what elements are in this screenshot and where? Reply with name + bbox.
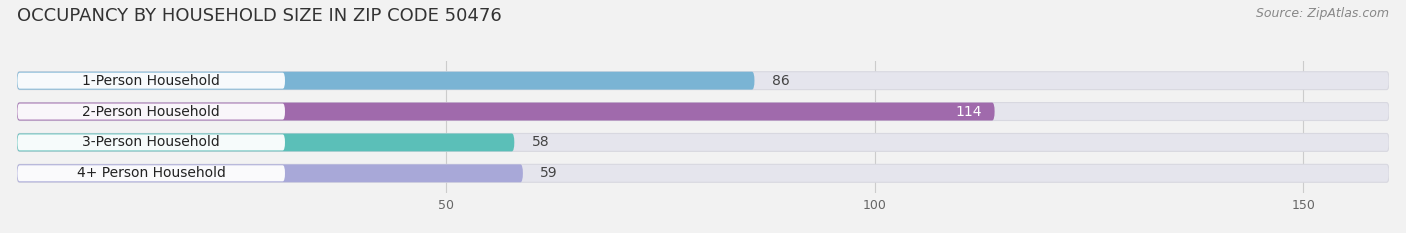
FancyBboxPatch shape (17, 164, 523, 182)
FancyBboxPatch shape (17, 72, 755, 90)
FancyBboxPatch shape (17, 164, 1389, 182)
FancyBboxPatch shape (17, 103, 285, 120)
Text: Source: ZipAtlas.com: Source: ZipAtlas.com (1256, 7, 1389, 20)
Text: 1-Person Household: 1-Person Household (82, 74, 221, 88)
FancyBboxPatch shape (17, 165, 285, 181)
FancyBboxPatch shape (17, 103, 994, 120)
Text: 2-Person Household: 2-Person Household (83, 105, 221, 119)
FancyBboxPatch shape (17, 134, 285, 151)
Text: OCCUPANCY BY HOUSEHOLD SIZE IN ZIP CODE 50476: OCCUPANCY BY HOUSEHOLD SIZE IN ZIP CODE … (17, 7, 502, 25)
Text: 114: 114 (955, 105, 981, 119)
Text: 86: 86 (772, 74, 789, 88)
FancyBboxPatch shape (17, 134, 1389, 151)
Text: 4+ Person Household: 4+ Person Household (77, 166, 225, 180)
FancyBboxPatch shape (17, 134, 515, 151)
Text: 59: 59 (540, 166, 558, 180)
Text: 3-Person Household: 3-Person Household (83, 135, 221, 149)
FancyBboxPatch shape (17, 72, 1389, 90)
Text: 58: 58 (531, 135, 550, 149)
FancyBboxPatch shape (17, 103, 1389, 120)
FancyBboxPatch shape (17, 73, 285, 89)
